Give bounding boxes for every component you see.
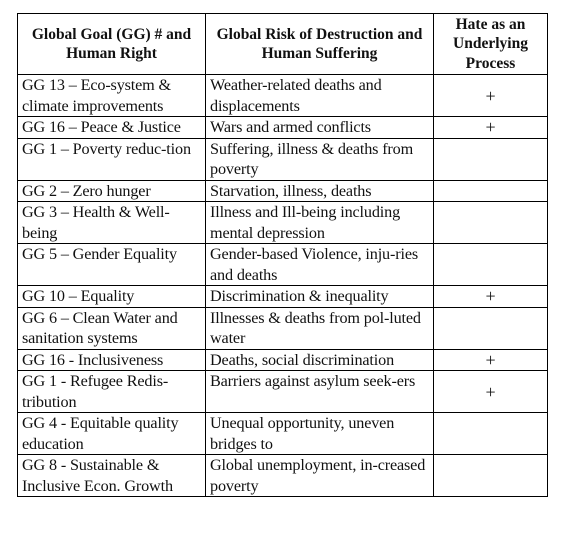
- hate-mark-cell: +: [433, 348, 548, 371]
- risk-cell: Starvation, illness, deaths: [205, 179, 434, 202]
- table-row: GG 4 - Equitable quality education Unequ…: [17, 412, 548, 455]
- goal-cell: GG 5 – Gender Equality: [17, 243, 206, 286]
- goal-cell: GG 3 – Health & Well-being: [17, 201, 206, 244]
- goal-cell: GG 4 - Equitable quality education: [17, 412, 206, 455]
- goals-risks-table: Global Goal (GG) # and Human Right Globa…: [17, 13, 548, 497]
- table-header-row: Global Goal (GG) # and Human Right Globa…: [17, 13, 548, 75]
- risk-cell: Suffering, illness & deaths from poverty: [205, 137, 434, 181]
- risk-cell: Global unemployment, in-creased poverty: [205, 454, 434, 497]
- table-row: GG 2 – Zero hunger Starvation, illness, …: [17, 179, 548, 202]
- risk-cell: Barriers against asylum seek-ers: [205, 370, 434, 413]
- hate-mark-cell: [433, 306, 548, 350]
- table-row: GG 8 - Sustainable & Inclusive Econ. Gro…: [17, 454, 548, 497]
- goal-cell: GG 16 – Peace & Justice: [17, 116, 206, 139]
- hate-mark-cell: +: [433, 116, 548, 139]
- goal-cell: GG 6 – Clean Water and sanitation system…: [17, 306, 206, 350]
- goal-cell: GG 1 – Poverty reduc-tion: [17, 137, 206, 181]
- goal-cell: GG 8 - Sustainable & Inclusive Econ. Gro…: [17, 454, 206, 497]
- risk-cell: Gender-based Violence, inju-ries and dea…: [205, 243, 434, 286]
- hate-mark-cell: [433, 137, 548, 181]
- hate-mark-cell: [433, 454, 548, 497]
- hate-mark-cell: +: [433, 285, 548, 308]
- table-row: GG 1 – Poverty reduc-tion Suffering, ill…: [17, 137, 548, 181]
- header-global-goal: Global Goal (GG) # and Human Right: [17, 13, 206, 75]
- risk-cell: Unequal opportunity, uneven bridges to: [205, 412, 434, 455]
- risk-cell: Illness and Ill-being including mental d…: [205, 201, 434, 244]
- table-row: GG 5 – Gender Equality Gender-based Viol…: [17, 243, 548, 286]
- goal-cell: GG 2 – Zero hunger: [17, 179, 206, 202]
- risk-cell: Weather-related deaths and displacements: [205, 74, 434, 117]
- table-row: GG 1 - Refugee Redis-tribution Barriers …: [17, 370, 548, 413]
- goal-cell: GG 10 – Equality: [17, 285, 206, 308]
- header-hate-process: Hate as an Underlying Process: [433, 13, 548, 75]
- header-global-risk: Global Risk of Destruction and Human Suf…: [205, 13, 434, 75]
- risk-cell: Illnesses & deaths from pol-luted water: [205, 306, 434, 350]
- table-row: GG 10 – Equality Discrimination & inequa…: [17, 285, 548, 308]
- risk-cell: Discrimination & inequality: [205, 285, 434, 308]
- hate-mark-cell: [433, 179, 548, 202]
- table-row: GG 6 – Clean Water and sanitation system…: [17, 306, 548, 350]
- risk-cell: Wars and armed conflicts: [205, 116, 434, 139]
- risk-cell: Deaths, social discrimination: [205, 348, 434, 371]
- table-row: GG 3 – Health & Well-being Illness and I…: [17, 201, 548, 244]
- goal-cell: GG 13 – Eco-system & climate improvement…: [17, 74, 206, 117]
- goal-cell: GG 1 - Refugee Redis-tribution: [17, 370, 206, 413]
- goal-cell: GG 16 - Inclusiveness: [17, 348, 206, 371]
- table-row: GG 16 – Peace & Justice Wars and armed c…: [17, 116, 548, 139]
- hate-mark-cell: [433, 412, 548, 455]
- hate-mark-cell: [433, 201, 548, 244]
- table-row: GG 13 – Eco-system & climate improvement…: [17, 74, 548, 117]
- hate-mark-cell: +: [433, 74, 548, 117]
- hate-mark-cell: +: [433, 370, 548, 413]
- hate-mark-cell: [433, 243, 548, 286]
- table-row: GG 16 - Inclusiveness Deaths, social dis…: [17, 348, 548, 371]
